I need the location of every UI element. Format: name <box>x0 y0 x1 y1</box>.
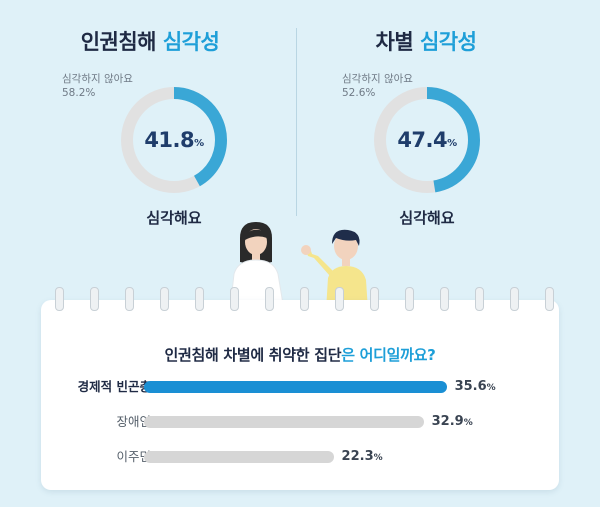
serious-value: 41.8 <box>144 128 195 152</box>
donut-center-value: 41.8% <box>119 85 229 195</box>
bar-value: 22.3% <box>342 447 383 468</box>
bar-label: 경제적 빈곤층 <box>77 379 151 394</box>
binder-ring <box>125 287 134 311</box>
binder-ring <box>300 287 309 311</box>
binder-ring <box>475 287 484 311</box>
bar-label: 장애인 <box>116 414 151 429</box>
bar-label: 이주민 <box>116 449 151 464</box>
percent-unit: % <box>85 87 96 99</box>
panel-title-main: 인권침해 <box>80 30 157 54</box>
panel-title-human-rights: 인권침해 심각성 <box>0 26 300 56</box>
panel-divider <box>296 28 297 216</box>
not-serious-legend: 심각하지 않아요 58.2% <box>62 72 133 100</box>
bar-value: 35.6% <box>455 377 496 398</box>
donut-chart-discrimination: 47.4% <box>372 85 482 195</box>
donut-chart-human-rights: 41.8% <box>119 85 229 195</box>
binder-ring <box>160 287 169 311</box>
serious-label: 심각해요 <box>146 209 202 227</box>
panel-title-main: 차별 <box>375 30 414 54</box>
binder-ring <box>370 287 379 311</box>
donut-svg <box>374 87 480 193</box>
bar-row: 이주민 22.3% <box>41 447 559 467</box>
question-highlight: 은 어디일까요? <box>341 346 436 364</box>
panel-title-highlight: 심각성 <box>419 30 477 54</box>
percent-unit: % <box>373 453 383 463</box>
not-serious-label: 심각하지 않아요 <box>342 73 413 85</box>
bar-value-number: 35.6 <box>454 379 487 394</box>
binder-ring <box>195 287 204 311</box>
bar <box>144 381 447 393</box>
percent-unit: % <box>194 137 204 149</box>
binder-ring <box>545 287 554 311</box>
binder-ring <box>265 287 274 311</box>
bar-value-number: 22.3 <box>341 449 374 464</box>
bar <box>144 451 334 463</box>
bar <box>144 416 424 428</box>
percent-unit: % <box>463 418 473 428</box>
donut-serious-slice <box>374 87 480 193</box>
binder-ring <box>405 287 414 311</box>
not-serious-value: 58.2 <box>62 87 86 99</box>
binder-ring <box>90 287 99 311</box>
bar-value-number: 32.9 <box>431 414 464 429</box>
percent-unit: % <box>447 137 457 149</box>
bar-row: 경제적 빈곤층 35.6% <box>41 377 559 397</box>
panel-title-discrimination: 차별 심각성 <box>276 26 576 56</box>
donut-center-value: 47.4% <box>372 85 482 195</box>
percent-unit: % <box>486 383 496 393</box>
question-main: 인권침해 차별에 취약한 집단 <box>164 346 342 364</box>
donut-serious-slice <box>121 87 227 193</box>
not-serious-value: 52.6 <box>342 87 366 99</box>
not-serious-legend: 심각하지 않아요 52.6% <box>342 72 413 100</box>
binder-ring <box>510 287 519 311</box>
question-title: 인권침해 차별에 취약한 집단은 어디일까요? <box>41 344 559 365</box>
not-serious-label: 심각하지 않아요 <box>62 73 133 85</box>
binder-ring <box>230 287 239 311</box>
donut-svg <box>121 87 227 193</box>
binder-ring <box>55 287 64 311</box>
serious-value: 47.4 <box>397 128 448 152</box>
binder-ring <box>335 287 344 311</box>
percent-unit: % <box>365 87 376 99</box>
bar-row: 장애인 32.9% <box>41 412 559 432</box>
panel-title-highlight: 심각성 <box>162 30 220 54</box>
vulnerable-groups-card: 인권침해 차별에 취약한 집단은 어디일까요? 경제적 빈곤층 35.6% 장애… <box>41 287 559 490</box>
bar-value: 32.9% <box>432 412 473 433</box>
binder-ring <box>440 287 449 311</box>
serious-label: 심각해요 <box>399 209 455 227</box>
